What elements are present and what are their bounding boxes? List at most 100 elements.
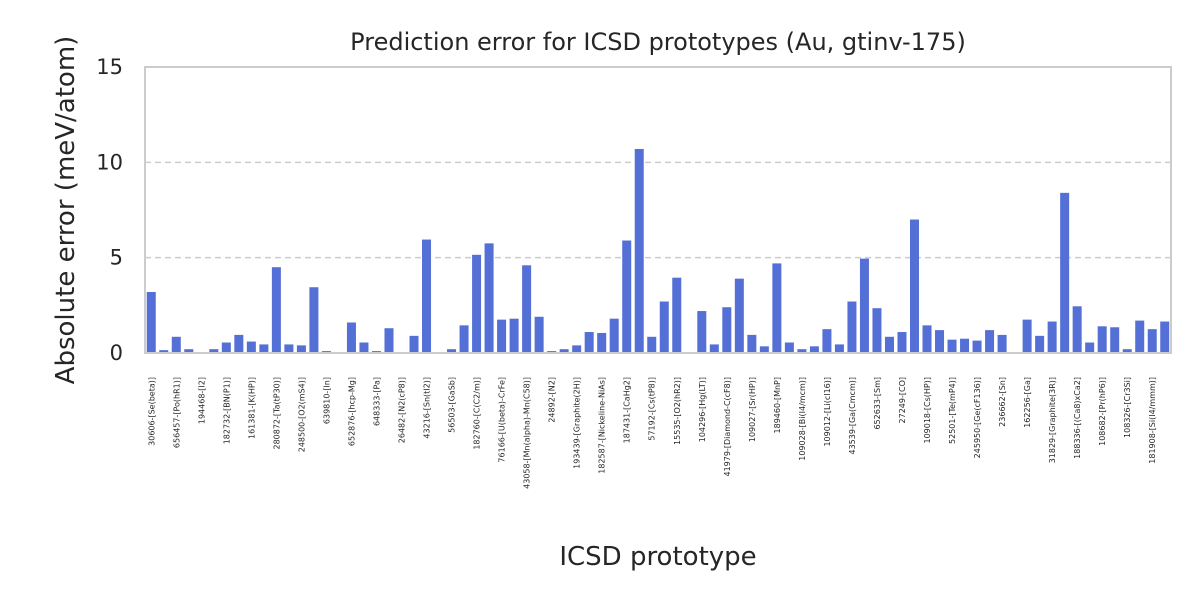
bar <box>246 341 256 353</box>
x-tick-label: 248500-[O2(mS4)] <box>297 377 306 452</box>
bar <box>1085 342 1095 353</box>
bar <box>634 148 644 353</box>
bar <box>447 349 457 353</box>
x-tick-label: 15535-[O2(hR2)] <box>673 377 682 445</box>
x-tick-label: 24892-[N2] <box>548 377 557 423</box>
bar <box>284 344 294 353</box>
bar <box>509 318 519 353</box>
x-tick-label: 56503-[GaSb] <box>448 377 457 433</box>
bar <box>422 239 432 353</box>
x-tick-label: 109012-[Li(cI16)] <box>823 377 832 447</box>
bar <box>597 332 607 353</box>
x-tick-label: 161381-[K(HP)] <box>247 377 256 439</box>
x-tick-label: 52501-[Te(mP4)] <box>948 377 957 444</box>
bar <box>221 342 231 353</box>
bar <box>734 278 744 353</box>
bar <box>809 346 819 353</box>
bar <box>772 263 782 353</box>
bar <box>972 340 982 353</box>
bar <box>872 308 882 353</box>
x-tick-label: 43216-[Sn(tI2)] <box>423 377 432 439</box>
bar <box>459 325 469 353</box>
x-axis-label: ICSD prototype <box>559 542 756 572</box>
bar <box>622 240 632 353</box>
x-tick-label: 108326-[Cr3Si] <box>1123 377 1132 438</box>
bar <box>559 349 569 353</box>
bar <box>497 319 507 353</box>
bar <box>572 345 582 353</box>
x-tick-label: 104296-[Hg(LT)] <box>698 377 707 442</box>
bar <box>484 243 494 353</box>
x-tick-label: 187431-[CaHg2] <box>623 377 632 443</box>
bar <box>960 338 970 353</box>
y-tick-label: 0 <box>110 341 123 365</box>
x-tick-label: 109028-[Bi(I4/mcm)] <box>798 377 807 461</box>
bar <box>709 344 719 353</box>
bar <box>309 287 319 353</box>
chart-title: Prediction error for ICSD prototypes (Au… <box>350 28 966 56</box>
bar <box>1147 329 1157 353</box>
bar <box>171 336 181 353</box>
bar <box>184 349 194 353</box>
bar <box>1122 349 1132 353</box>
bar <box>346 322 356 353</box>
bar <box>797 349 807 353</box>
x-tick-label: 30606-[Se(beta)] <box>147 377 156 446</box>
bar-series <box>146 148 1170 353</box>
bar <box>884 336 894 353</box>
bar <box>534 316 544 353</box>
bar <box>1097 326 1107 353</box>
bar <box>1135 320 1145 353</box>
x-axis-ticks: 30606-[Se(beta)] 656457-[Po(hR1)] 194468-[… <box>147 377 1157 489</box>
bar <box>1035 335 1045 353</box>
x-tick-label: 245950-[Ge(cF136)] <box>973 377 982 458</box>
bar <box>909 219 920 353</box>
x-tick-label: 188336-[(Ca8)xCa2] <box>1073 377 1082 459</box>
x-tick-label: 193439-[Graphite(2H)] <box>573 377 582 469</box>
bar <box>784 342 794 353</box>
x-tick-label: 27249-[CO] <box>898 377 907 423</box>
x-tick-label: 652633-[Sm] <box>873 377 882 430</box>
bar <box>822 329 832 353</box>
x-tick-label: 31829-[Graphite(3R)] <box>1048 377 1057 463</box>
bar <box>747 334 757 353</box>
x-tick-label: 189460-[MnP] <box>773 377 782 433</box>
bar <box>209 349 219 353</box>
bar <box>672 277 682 353</box>
bar <box>259 344 269 353</box>
bar <box>296 345 306 353</box>
bar <box>146 291 156 353</box>
bar <box>522 265 532 353</box>
bar <box>1160 321 1170 353</box>
bar <box>834 344 844 353</box>
x-tick-label: 43539-[Ga(Cmcm)] <box>848 377 857 455</box>
x-tick-label: 182732-[BN(P1)] <box>222 377 231 444</box>
x-tick-label: 43058-[Mn(alpha)-Mn(C58)] <box>523 377 532 489</box>
bar <box>997 334 1007 353</box>
x-tick-label: 41979-[Diamond-C(cF8)] <box>723 377 732 477</box>
bar <box>897 332 907 353</box>
bar <box>609 318 619 353</box>
bar <box>409 335 419 353</box>
bar <box>759 346 769 353</box>
x-tick-label: 26482-[N2(cP8)] <box>398 377 407 443</box>
x-tick-label: 76166-[U(beta)-CrFe] <box>498 377 507 463</box>
x-tick-label: 648333-[Pa] <box>372 377 381 426</box>
x-tick-label: 109018-[Cs(HP)] <box>923 377 932 444</box>
bar <box>647 336 657 353</box>
x-tick-label: 656457-[Po(hR1)] <box>172 377 181 448</box>
gridlines <box>145 161 1171 259</box>
x-tick-label: 162256-[Ga] <box>1023 377 1032 428</box>
x-tick-label: 182587-[Nickeline-NiAs] <box>598 377 607 474</box>
y-axis-label: Absolute error (meV/atom) <box>51 36 81 385</box>
bar <box>947 339 957 353</box>
bar <box>697 311 707 353</box>
y-tick-label: 15 <box>96 55 123 79</box>
bar <box>935 330 945 353</box>
x-tick-label: 182760-[C(C2/m)] <box>473 377 482 450</box>
x-tick-label: 109027-[Sr(HP)] <box>748 377 757 442</box>
bar <box>859 258 869 353</box>
x-tick-label: 194468-[I2] <box>197 377 206 424</box>
bar <box>1060 192 1070 353</box>
